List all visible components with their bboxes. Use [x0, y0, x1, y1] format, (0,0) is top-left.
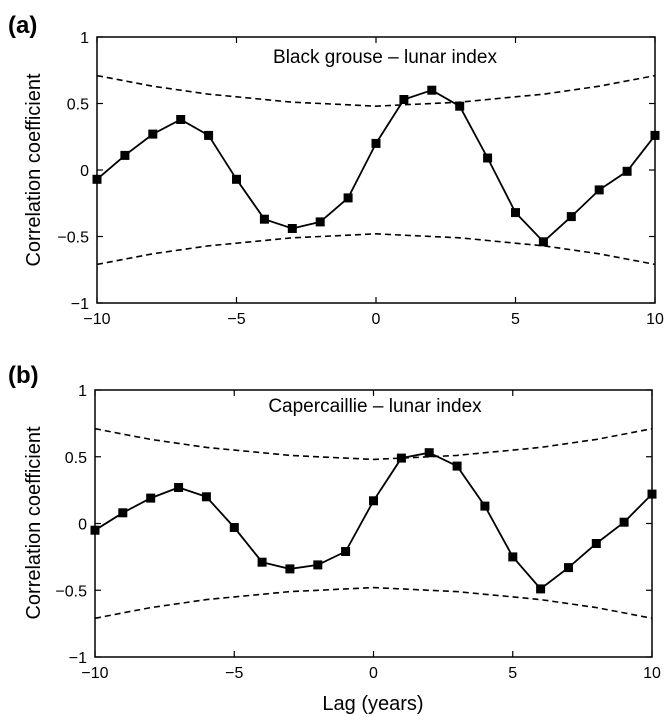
y-axis-label: Correlation coefficient: [23, 73, 45, 267]
data-point: [118, 508, 128, 518]
y-tick-label: −0.5: [57, 230, 89, 247]
data-point: [480, 501, 490, 511]
x-tick-label: 0: [369, 665, 378, 682]
data-point: [452, 461, 462, 471]
y-tick-label: −1: [69, 650, 87, 667]
data-point: [229, 523, 239, 532]
data-point: [315, 217, 325, 227]
data-point: [371, 138, 381, 148]
data-point: [369, 496, 378, 506]
x-tick-label: 0: [372, 311, 381, 328]
y-tick-label: 0: [78, 517, 87, 534]
data-point: [399, 95, 409, 104]
data-point: [92, 174, 102, 184]
y-tick-label: 1: [78, 383, 87, 400]
y-tick-label: −1: [71, 296, 89, 313]
y-tick-label: 1: [80, 30, 89, 47]
significance-line: [96, 232, 656, 266]
axis-ticks: [96, 36, 656, 304]
x-tick-label: −5: [227, 311, 245, 328]
data-point: [343, 193, 353, 203]
data-point: [427, 85, 437, 95]
data-point: [120, 150, 130, 160]
y-tick-label: −0.5: [55, 583, 87, 600]
x-axis-label: Lag (years): [322, 693, 423, 715]
data-point: [232, 174, 241, 184]
axis-tick-labels: −10 −5 0 5 10 −1 −0.5 0 0.5 1: [57, 30, 664, 328]
data-point: [341, 547, 351, 556]
significance-line: [96, 74, 656, 108]
data-point: [285, 564, 295, 574]
data-point: [564, 563, 573, 573]
significance-line: [94, 427, 653, 461]
panel-b: (b) Capercaillie – lunar index Correlati…: [8, 362, 661, 715]
data-point: [424, 448, 434, 458]
x-tick-label: −5: [225, 665, 243, 682]
data-point: [174, 483, 184, 492]
data-point: [287, 224, 297, 233]
significance-line: [94, 586, 653, 620]
x-tick-label: −10: [83, 311, 110, 328]
x-tick-label: 10: [643, 665, 661, 682]
data-point: [259, 214, 269, 224]
data-point: [90, 525, 100, 535]
plot-frame: [96, 36, 656, 304]
data-point: [148, 129, 158, 139]
y-axis-label: Correlation coefficient: [23, 426, 45, 620]
data-point: [566, 212, 576, 222]
axis-ticks: [94, 389, 653, 658]
plot-title: Black grouse – lunar index: [273, 47, 497, 68]
data-point: [508, 552, 518, 562]
series-layer: [90, 427, 657, 620]
y-tick-label: 0: [80, 163, 89, 180]
data-point: [622, 166, 632, 176]
data-point: [176, 115, 186, 124]
plot-frame: [94, 389, 653, 658]
data-point: [313, 560, 323, 570]
data-point: [538, 237, 548, 247]
y-tick-label: 0.5: [65, 450, 87, 467]
data-point: [483, 153, 493, 163]
x-tick-label: 5: [508, 665, 517, 682]
data-point: [201, 492, 211, 502]
data-point: [591, 539, 601, 548]
x-tick-label: 10: [646, 311, 664, 328]
data-point: [536, 584, 546, 594]
data-point: [619, 517, 629, 527]
x-tick-label: 5: [511, 311, 520, 328]
plot-title: Capercaillie – lunar index: [268, 396, 482, 417]
data-point: [257, 557, 267, 567]
data-point: [647, 489, 657, 499]
panel-a: (a) Black grouse – lunar index Correlati…: [8, 12, 664, 328]
panel-label: (a): [8, 12, 37, 39]
series-layer: [92, 74, 660, 266]
x-tick-label: −10: [81, 665, 108, 682]
data-point: [396, 453, 406, 463]
y-tick-label: 0.5: [67, 97, 89, 114]
data-point: [204, 130, 214, 140]
data-point: [650, 130, 660, 140]
data-point: [146, 493, 156, 503]
data-point: [455, 101, 465, 111]
data-point: [594, 185, 604, 195]
panel-label: (b): [8, 362, 39, 389]
axis-tick-labels: −10 −5 0 5 10 −1 −0.5 0 0.5 1: [55, 383, 661, 682]
data-point: [511, 208, 520, 218]
